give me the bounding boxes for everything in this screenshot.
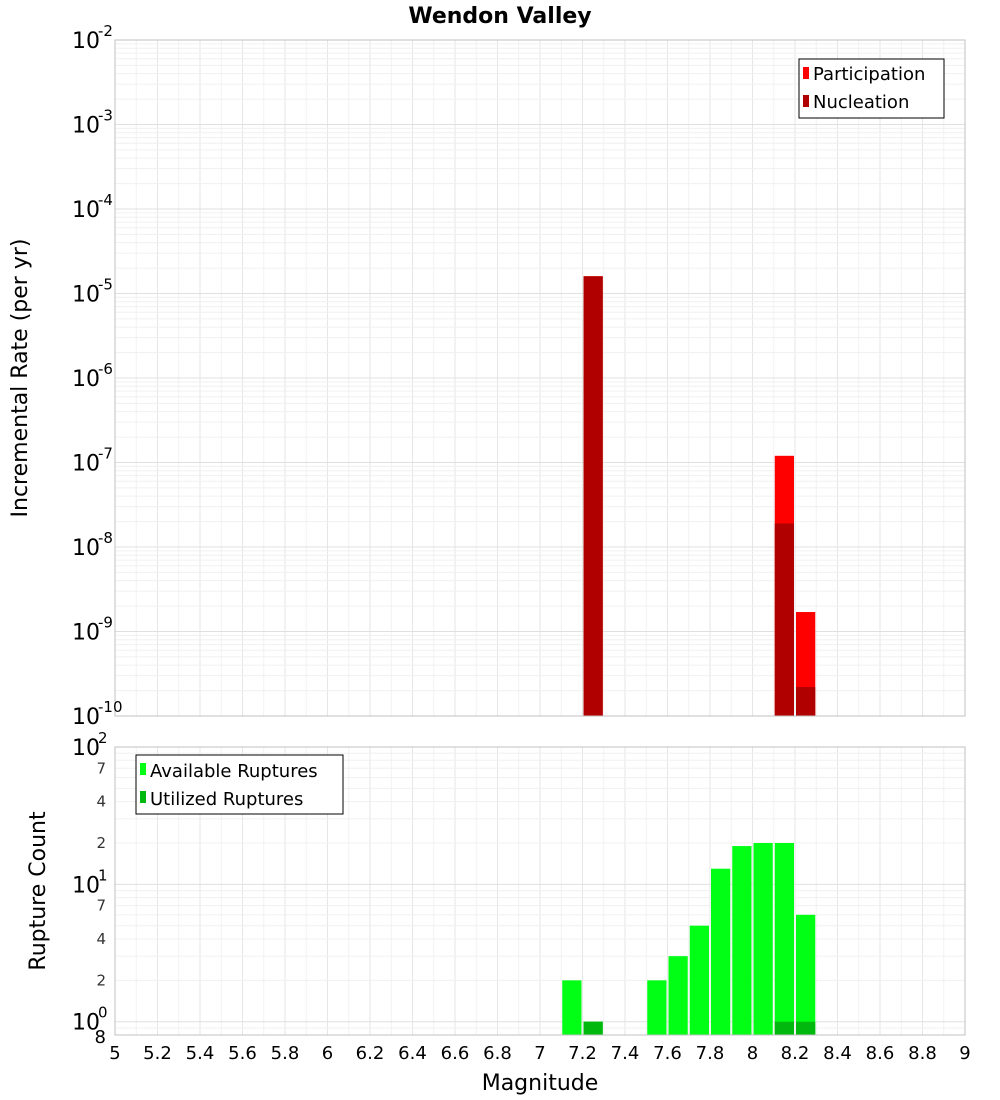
x-tick-label: 5 <box>109 1043 120 1064</box>
y-tick-label: 10 <box>72 873 100 898</box>
y-tick-label: 10 <box>72 452 100 477</box>
y-tick-label: 10 <box>72 1011 100 1036</box>
y-tick-label: 10 <box>72 536 100 561</box>
x-tick-label: 8.2 <box>781 1043 810 1064</box>
x-tick-label: 7.8 <box>696 1043 725 1064</box>
y-tick-exponent: 0 <box>98 1004 108 1022</box>
bar-available-ruptures <box>796 914 816 1035</box>
bar-nucleation <box>583 276 603 716</box>
bar-nucleation <box>774 523 794 716</box>
x-tick-label: 8.8 <box>908 1043 937 1064</box>
x-axis-label: Magnitude <box>482 1071 599 1096</box>
y-tick-label: 10 <box>72 114 100 139</box>
bar-utilized-ruptures <box>796 1021 816 1035</box>
x-tick-label: 7 <box>534 1043 545 1064</box>
y-tick-label: 10 <box>72 705 100 730</box>
x-tick-label: 6.4 <box>398 1043 427 1064</box>
bar-utilized-ruptures <box>774 1021 794 1035</box>
bottom-y-axis-label: Rupture Count <box>26 811 51 971</box>
legend-label-participation: Participation <box>813 64 925 85</box>
y-tick-exponent: -4 <box>98 191 113 209</box>
bar-available-ruptures <box>774 843 794 1035</box>
y-tick-label-minor: 8 <box>95 1027 106 1048</box>
y-tick-label: 10 <box>72 367 100 392</box>
bar-available-ruptures <box>711 868 731 1035</box>
x-tick-label: 5.4 <box>186 1043 215 1064</box>
y-tick-label: 10 <box>72 283 100 308</box>
x-tick-label: 6.8 <box>483 1043 512 1064</box>
x-tick-label: 6.2 <box>356 1043 385 1064</box>
top-y-axis-label: Incremental Rate (per yr) <box>8 239 33 518</box>
top-bars <box>583 276 816 716</box>
top-legend-box <box>798 58 945 119</box>
x-tick-label: 9 <box>959 1043 970 1064</box>
y-tick-label: 10 <box>72 736 100 761</box>
bar-available-ruptures <box>753 843 773 1035</box>
y-tick-label-minor: 7 <box>96 897 106 915</box>
y-tick-exponent: 1 <box>98 866 108 884</box>
x-tick-label: 5.2 <box>143 1043 172 1064</box>
y-tick-exponent: -10 <box>98 698 123 716</box>
y-tick-exponent: 2 <box>98 729 108 747</box>
y-tick-label-minor: 2 <box>96 834 106 852</box>
y-tick-label-minor: 2 <box>96 971 106 989</box>
top-plot-border <box>114 39 966 717</box>
y-tick-exponent: -2 <box>98 22 113 40</box>
bar-nucleation <box>796 687 816 716</box>
x-tick-labels: 5 5.2 5.4 5.6 5.8 6 6.2 6.4 6.6 6.8 7 7.2 7.4 7.6 7.8 8… <box>109 1043 970 1064</box>
bottom-plot-border <box>114 746 966 1036</box>
y-tick-label: 10 <box>72 621 100 646</box>
legend-swatch-available <box>140 763 146 775</box>
bar-available-ruptures <box>647 980 667 1035</box>
x-tick-label: 5.6 <box>228 1043 257 1064</box>
legend-label-available: Available Ruptures <box>150 761 318 782</box>
top-legend: Participation Nucleation <box>798 58 945 119</box>
x-tick-label: 5.8 <box>271 1043 300 1064</box>
y-tick-exponent: -9 <box>98 614 113 632</box>
x-tick-label: 8.4 <box>823 1043 852 1064</box>
bar-available-ruptures <box>732 846 752 1035</box>
x-tick-label: 6.6 <box>441 1043 470 1064</box>
y-tick-exponent: -5 <box>98 276 113 294</box>
y-tick-label: 10 <box>72 198 100 223</box>
bottom-bars <box>562 843 816 1035</box>
bar-available-ruptures <box>562 980 582 1035</box>
bottom-legend: Available Ruptures Utilized Ruptures <box>135 754 344 815</box>
bottom-legend-box <box>135 754 344 815</box>
x-tick-label: 7.2 <box>568 1043 597 1064</box>
bar-utilized-ruptures <box>583 1021 603 1035</box>
x-tick-label: 6 <box>322 1043 333 1064</box>
bar-available-ruptures <box>668 956 688 1035</box>
top-grid <box>114 39 966 717</box>
y-tick-exponent: -8 <box>98 529 113 547</box>
legend-swatch-utilized <box>140 791 146 803</box>
y-tick-label-minor: 7 <box>96 759 106 777</box>
x-tick-label: 7.6 <box>653 1043 682 1064</box>
legend-swatch-nucleation <box>803 95 809 107</box>
y-tick-exponent: -6 <box>98 360 113 378</box>
y-tick-exponent: -3 <box>98 107 113 125</box>
legend-label-utilized: Utilized Ruptures <box>150 789 303 810</box>
x-tick-label: 8.6 <box>866 1043 895 1064</box>
x-tick-label: 8 <box>747 1043 758 1064</box>
chart-title: Wendon Valley <box>408 4 591 29</box>
y-tick-label-minor: 4 <box>96 793 106 811</box>
y-tick-label: 10 <box>72 29 100 54</box>
x-tick-label: 7.4 <box>611 1043 640 1064</box>
bar-available-ruptures <box>689 925 709 1035</box>
y-tick-exponent: -7 <box>98 445 113 463</box>
legend-swatch-participation <box>803 67 809 79</box>
legend-label-nucleation: Nucleation <box>813 92 909 113</box>
y-tick-label-minor: 4 <box>96 930 106 948</box>
